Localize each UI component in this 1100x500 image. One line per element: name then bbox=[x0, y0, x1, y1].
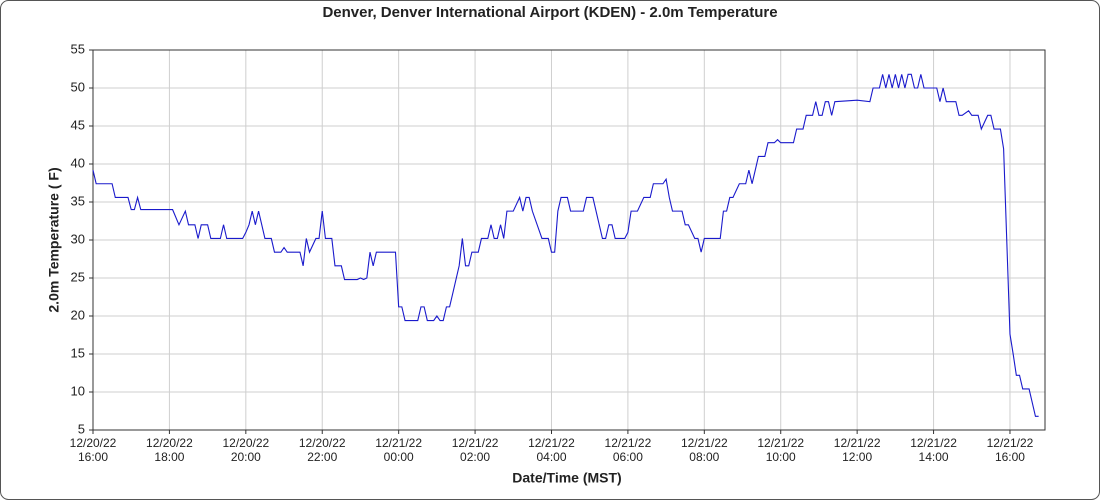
x-tick-label: 12/21/22 02:00 bbox=[451, 436, 499, 464]
y-tick-label: 5 bbox=[78, 421, 85, 436]
y-tick-label: 50 bbox=[71, 79, 85, 94]
x-tick-label: 12/21/22 04:00 bbox=[528, 436, 575, 464]
x-tick-label: 12/20/22 22:00 bbox=[298, 436, 346, 464]
x-tick-label: 12/21/22 08:00 bbox=[680, 436, 728, 464]
y-tick-label: 25 bbox=[71, 269, 85, 284]
y-tick-label: 35 bbox=[71, 193, 85, 208]
x-tick-label: 12/21/22 14:00 bbox=[910, 436, 957, 464]
y-tick-label: 40 bbox=[71, 155, 85, 170]
x-tick-label: 12/20/22 18:00 bbox=[146, 436, 193, 464]
y-tick-label: 55 bbox=[71, 41, 85, 56]
y-tick-label: 30 bbox=[71, 231, 85, 246]
temperature-line bbox=[92, 73, 1039, 417]
x-axis-label: Date/Time (MST) bbox=[512, 470, 621, 486]
x-tick-label: 12/21/22 10:00 bbox=[757, 436, 805, 464]
x-tick-label: 12/21/22 00:00 bbox=[375, 436, 423, 464]
plot-border bbox=[92, 49, 1046, 431]
y-tick-label: 10 bbox=[71, 383, 85, 398]
x-tick-label: 12/20/22 20:00 bbox=[222, 436, 270, 464]
y-tick-label: 45 bbox=[71, 117, 85, 132]
chart-title: Denver, Denver International Airport (KD… bbox=[322, 4, 777, 21]
x-tick-label: 12/21/22 16:00 bbox=[986, 436, 1034, 464]
x-tick-label: 12/21/22 12:00 bbox=[833, 436, 881, 464]
x-tick-label: 12/21/22 06:00 bbox=[604, 436, 652, 464]
x-tick-label: 12/20/22 16:00 bbox=[69, 436, 117, 464]
y-tick-label: 20 bbox=[71, 307, 85, 322]
y-axis-label: 2.0m Temperature ( F) bbox=[46, 167, 62, 312]
y-tick-label: 15 bbox=[71, 345, 85, 360]
